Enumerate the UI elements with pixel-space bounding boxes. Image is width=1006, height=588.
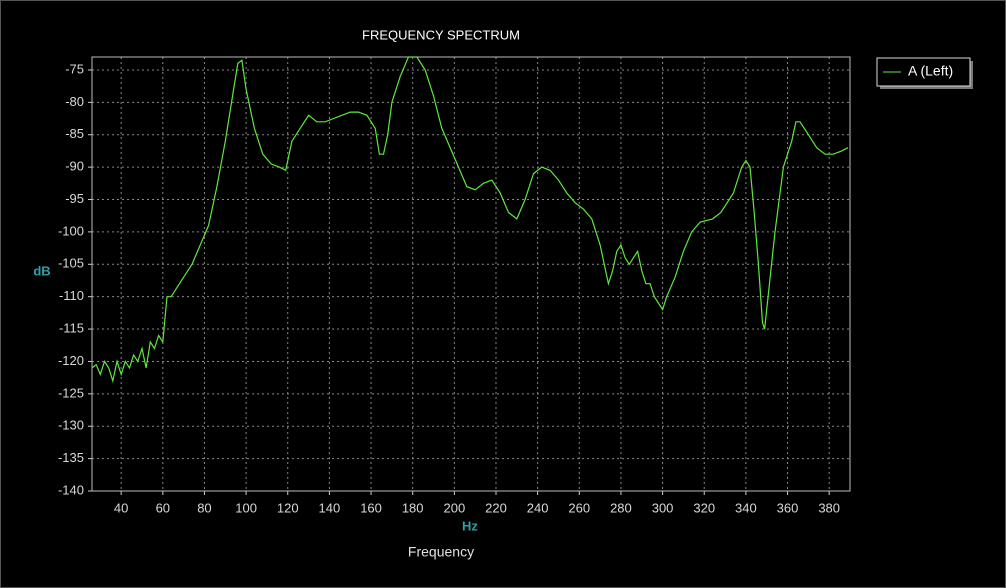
plot-border bbox=[91, 56, 851, 492]
x-tick-label: 80 bbox=[197, 500, 211, 515]
y-tick-label: -95 bbox=[65, 191, 84, 206]
chart-title: FREQUENCY SPECTRUM bbox=[362, 27, 520, 42]
x-tick-label: 60 bbox=[156, 500, 170, 515]
legend-label: A (Left) bbox=[908, 63, 953, 79]
x-tick-label: 280 bbox=[610, 500, 632, 515]
y-tick-label: -130 bbox=[58, 418, 84, 433]
x-tick-label: 180 bbox=[402, 500, 424, 515]
y-tick-label: -75 bbox=[65, 61, 84, 76]
x-tick-label: 260 bbox=[568, 500, 590, 515]
x-axis-unit: Hz bbox=[462, 518, 478, 533]
y-tick-label: -140 bbox=[58, 482, 84, 497]
y-tick-label: -125 bbox=[58, 385, 84, 400]
spectrum-line bbox=[91, 56, 849, 384]
y-tick-label: -100 bbox=[58, 223, 84, 238]
x-tick-label: 40 bbox=[114, 500, 128, 515]
y-tick-label: -105 bbox=[58, 256, 84, 271]
y-tick-label: -85 bbox=[65, 126, 84, 141]
x-tick-label: 240 bbox=[527, 500, 549, 515]
x-axis-label: Frequency bbox=[408, 544, 474, 560]
x-tick-label: 220 bbox=[485, 500, 507, 515]
x-tick-label: 360 bbox=[777, 500, 799, 515]
y-axis-label: dB bbox=[33, 263, 50, 278]
x-tick-label: 160 bbox=[360, 500, 382, 515]
y-tick-label: -80 bbox=[65, 94, 84, 109]
y-tick-label: -135 bbox=[58, 450, 84, 465]
y-tick-label: -90 bbox=[65, 159, 84, 174]
x-tick-label: 340 bbox=[735, 500, 757, 515]
x-tick-label: 100 bbox=[235, 500, 257, 515]
x-tick-label: 120 bbox=[277, 500, 299, 515]
x-tick-label: 320 bbox=[693, 500, 715, 515]
y-tick-label: -120 bbox=[58, 353, 84, 368]
x-tick-label: 380 bbox=[818, 500, 840, 515]
x-tick-label: 200 bbox=[443, 500, 465, 515]
y-tick-label: -115 bbox=[59, 320, 84, 335]
y-tick-label: -110 bbox=[59, 288, 84, 303]
x-tick-label: 140 bbox=[319, 500, 341, 515]
x-tick-label: 300 bbox=[652, 500, 674, 515]
